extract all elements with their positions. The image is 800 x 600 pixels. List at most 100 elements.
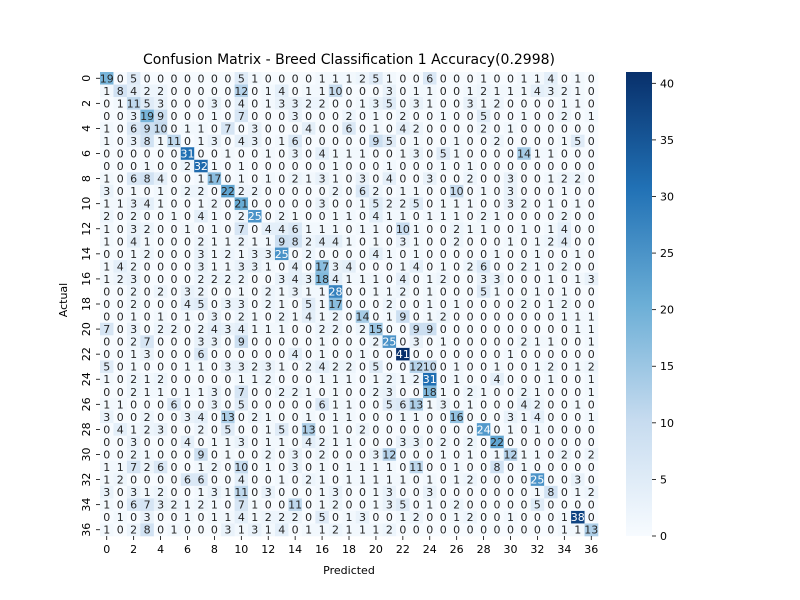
- heatmap-cell: [140, 72, 155, 85]
- heatmap-cell: [328, 235, 343, 248]
- cell-value-label: 1: [251, 323, 258, 336]
- heatmap-cell: [463, 247, 478, 261]
- y-tick-label: 4: [80, 125, 93, 132]
- cell-value-label: 0: [520, 285, 527, 298]
- heatmap-cell: [315, 209, 330, 223]
- cell-value-label: 2: [305, 97, 312, 110]
- cell-value-label: 9: [144, 122, 151, 135]
- cell-value-label: 0: [467, 411, 474, 424]
- heatmap-cell: [315, 285, 330, 299]
- cell-value-label: 19: [100, 72, 114, 85]
- cell-value-label: 2: [184, 160, 191, 173]
- cell-value-label: 0: [507, 398, 514, 411]
- cell-value-label: 0: [534, 436, 541, 449]
- cell-value-label: 0: [265, 336, 272, 349]
- cell-value-label: 0: [561, 273, 568, 286]
- heatmap-cell: [423, 235, 437, 248]
- heatmap-cell: [530, 272, 545, 286]
- cell-value-label: 0: [534, 461, 541, 474]
- heatmap-cell: [476, 272, 491, 286]
- cell-value-label: 3: [399, 235, 406, 248]
- heatmap-cell: [261, 122, 276, 136]
- cell-value-label: 0: [453, 311, 460, 324]
- cell-value-label: 12: [234, 85, 248, 98]
- heatmap-cell: [113, 235, 128, 248]
- heatmap-cell: [557, 172, 572, 186]
- cell-value-label: 2: [413, 373, 420, 386]
- heatmap-cell: [463, 72, 478, 85]
- heatmap-cell: [449, 109, 464, 123]
- heatmap-cell: [409, 209, 424, 223]
- heatmap-cell: [248, 247, 262, 261]
- cell-value-label: 1: [399, 511, 406, 524]
- cell-value-label: 0: [184, 248, 191, 261]
- cell-value-label: 4: [278, 85, 285, 98]
- cell-value-label: 0: [588, 160, 595, 173]
- cell-value-label: 0: [359, 499, 366, 512]
- heatmap-cell: [557, 235, 572, 248]
- cell-value-label: 41: [396, 348, 410, 361]
- cell-value-label: 0: [251, 336, 258, 349]
- cell-value-label: 0: [440, 524, 447, 537]
- cell-value-label: 0: [117, 122, 124, 135]
- cell-value-label: 0: [494, 524, 501, 537]
- heatmap-cell: [557, 109, 572, 123]
- cell-value-label: 3: [144, 348, 151, 361]
- heatmap-cell: [436, 122, 451, 136]
- cell-value-label: 2: [588, 361, 595, 374]
- cell-value-label: 0: [574, 336, 581, 349]
- cell-value-label: 1: [413, 235, 420, 248]
- cell-value-label: 0: [399, 97, 406, 110]
- cell-value-label: 0: [467, 348, 474, 361]
- heatmap-cell: [409, 222, 424, 236]
- cell-value-label: 1: [224, 436, 231, 449]
- heatmap-cell: [100, 134, 114, 148]
- cell-value-label: 0: [507, 298, 514, 311]
- cell-value-label: 0: [251, 285, 258, 298]
- cell-value-label: 3: [292, 461, 299, 474]
- cell-value-label: 3: [507, 185, 514, 198]
- heatmap-cell: [274, 260, 289, 273]
- heatmap-cell: [100, 72, 114, 85]
- cell-value-label: 1: [265, 235, 272, 248]
- heatmap-cell: [463, 84, 478, 98]
- heatmap-cell: [234, 272, 249, 286]
- heatmap-cell: [140, 297, 155, 311]
- cell-value-label: 0: [413, 386, 420, 399]
- cell-value-label: 0: [332, 248, 339, 261]
- cell-value-label: 1: [130, 185, 137, 198]
- cell-value-label: 1: [386, 461, 393, 474]
- heatmap-cell: [369, 72, 383, 85]
- cell-value-label: 3: [157, 97, 164, 110]
- cell-value-label: 0: [292, 436, 299, 449]
- cell-value-label: 4: [561, 235, 568, 248]
- heatmap-cell: [382, 222, 397, 236]
- heatmap-cell: [544, 184, 558, 198]
- heatmap-cell: [234, 260, 249, 273]
- cell-value-label: 0: [211, 524, 218, 537]
- cell-value-label: 0: [224, 373, 231, 386]
- heatmap-cell: [113, 222, 128, 236]
- cell-value-label: 0: [507, 386, 514, 399]
- heatmap-cell: [153, 247, 168, 261]
- cell-value-label: 0: [251, 298, 258, 311]
- heatmap-cell: [517, 97, 532, 110]
- heatmap-cell: [274, 222, 289, 236]
- cell-value-label: 0: [494, 148, 501, 161]
- heatmap-cell: [328, 197, 343, 211]
- cell-value-label: 2: [197, 185, 204, 198]
- cell-value-label: 11: [127, 97, 141, 110]
- cell-value-label: 6: [399, 398, 406, 411]
- heatmap-cell: [301, 72, 316, 85]
- cell-value-label: 0: [117, 411, 124, 424]
- cell-value-label: 0: [197, 72, 204, 85]
- cell-value-label: 0: [534, 323, 541, 336]
- cell-value-label: 3: [130, 273, 137, 286]
- heatmap-cell: [476, 72, 491, 85]
- heatmap-cell: [207, 197, 222, 211]
- cell-value-label: 1: [319, 223, 326, 236]
- cell-value-label: 0: [440, 248, 447, 261]
- cell-value-label: 0: [346, 499, 353, 512]
- cell-value-label: 0: [507, 373, 514, 386]
- heatmap-cell: [355, 272, 370, 286]
